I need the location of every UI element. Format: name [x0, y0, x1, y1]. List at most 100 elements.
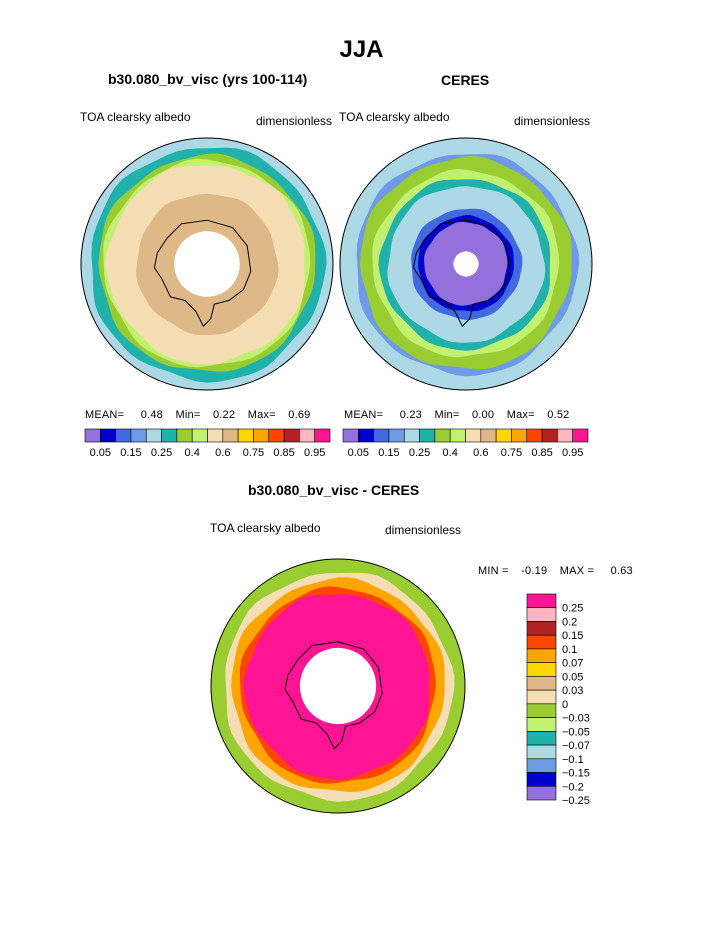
- obs-units-label: dimensionless: [514, 114, 591, 128]
- colorbar-swatch: [526, 648, 557, 663]
- diff-max-label: MAX =: [559, 565, 595, 577]
- colorbar-swatch: [480, 428, 497, 443]
- map-border: [339, 137, 593, 391]
- colorbar-swatch: [388, 428, 405, 443]
- diff-colorbar: 0.250.2 0.15 0.1 0.070.05 0.03 0 −0.03−0.05 −0.…: [526, 593, 590, 807]
- colorbar-swatch: [526, 634, 557, 650]
- colorbar-tick-label: 0.95: [304, 447, 325, 459]
- colorbar-tick-label: 0.05: [90, 447, 111, 459]
- obs-colorbar: 0.05 0.15 0.25 0.4 0.6 0.75 0.85 0.95: [342, 428, 589, 459]
- obs-min-label: Min=: [434, 409, 460, 421]
- obs-max-label: Max=: [506, 409, 535, 421]
- obs-field-label: TOA clearsky albedo: [339, 110, 450, 124]
- colorbar-tick-label: 0.05: [348, 447, 369, 459]
- colorbar-tick-label: 0.85: [531, 447, 552, 459]
- colorbar-tick-label: 0.15: [378, 447, 399, 459]
- colorbar-swatch: [511, 428, 528, 443]
- colorbar-swatch: [526, 607, 557, 622]
- colorbar-swatch: [526, 758, 557, 773]
- model-max-value: 0.69: [288, 409, 311, 421]
- colorbar-swatch: [130, 428, 147, 443]
- colorbar-swatch: [373, 428, 390, 443]
- colorbar-swatch: [449, 428, 466, 443]
- obs-min-value: 0.00: [471, 409, 495, 421]
- colorbar-swatch: [526, 593, 557, 609]
- model-units-label: dimensionless: [256, 114, 333, 128]
- diff-stats: MIN = -0.19 MAX = 0.63: [478, 565, 633, 577]
- colorbar-swatch: [253, 428, 270, 443]
- diff-min-label: MIN =: [478, 565, 509, 577]
- colorbar-swatch: [176, 428, 193, 443]
- map-band-6: [174, 231, 240, 297]
- colorbar-swatch: [403, 428, 420, 443]
- colorbar-tick-label: −0.15: [562, 768, 590, 780]
- colorbar-swatch: [222, 428, 239, 443]
- colorbar-swatch: [526, 428, 543, 443]
- diff-max-value: 0.63: [610, 565, 633, 577]
- colorbar-tick-label: 0.25: [151, 447, 172, 459]
- colorbar-tick-label: 0.07: [562, 658, 583, 670]
- colorbar-swatch: [526, 676, 557, 691]
- colorbar-swatch: [283, 428, 300, 443]
- model-panel-title: b30.080_bv_visc (yrs 100-114): [108, 71, 308, 87]
- model-field-label: TOA clearsky albedo: [80, 110, 191, 124]
- colorbar-swatch: [557, 428, 573, 443]
- colorbar-swatch: [526, 731, 557, 746]
- colorbar-tick-label: 0.25: [409, 447, 430, 459]
- colorbar-swatch: [465, 428, 482, 443]
- obs-stats: MEAN= 0.23 Min= 0.00 Max= 0.52: [344, 409, 570, 421]
- diff-panel-title: b30.080_bv_visc - CERES: [248, 482, 420, 498]
- colorbar-tick-label: 0.05: [562, 671, 583, 683]
- colorbar-swatch: [115, 428, 132, 443]
- diff-field-label: TOA clearsky albedo: [210, 521, 321, 535]
- colorbar-tick-label: 0.4: [185, 447, 200, 459]
- model-mean-value: 0.48: [140, 409, 163, 421]
- colorbar-tick-label: −0.03: [562, 713, 590, 725]
- colorbar-swatch: [541, 428, 558, 443]
- obs-mean-value: 0.23: [399, 409, 422, 421]
- colorbar-swatch: [145, 428, 162, 443]
- colorbar-swatch: [268, 428, 285, 443]
- colorbar-tick-label: 0.03: [562, 685, 583, 697]
- colorbar-swatch: [526, 662, 557, 677]
- colorbar-swatch: [191, 428, 208, 443]
- obs-mean-label: MEAN=: [344, 409, 384, 421]
- colorbar-swatch: [572, 428, 589, 443]
- colorbar-tick-label: −0.1: [562, 754, 584, 766]
- page-title: JJA: [339, 36, 384, 63]
- model-min-label: Min=: [175, 409, 201, 421]
- colorbar-tick-label: 0.15: [562, 630, 583, 642]
- colorbar-swatch: [314, 428, 331, 443]
- colorbar-tick-label: 0.75: [501, 447, 522, 459]
- model-min-value: 0.22: [212, 409, 236, 421]
- model-max-label: Max=: [247, 409, 276, 421]
- colorbar-tick-label: −0.07: [562, 740, 590, 752]
- colorbar-tick-label: 0.1: [562, 644, 577, 656]
- obs-polar-map: [339, 137, 593, 391]
- colorbar-swatch: [358, 428, 374, 443]
- colorbar-swatch: [207, 428, 224, 443]
- colorbar-swatch: [342, 428, 359, 443]
- obs-max-value: 0.52: [547, 409, 570, 421]
- colorbar-swatch: [419, 428, 436, 443]
- colorbar-swatch: [526, 785, 557, 801]
- colorbar-swatch: [526, 703, 557, 718]
- model-polar-map: [80, 137, 334, 391]
- diff-polar-map: [210, 558, 466, 814]
- diff-units-label: dimensionless: [385, 523, 462, 537]
- map-band-9: [453, 251, 479, 277]
- colorbar-swatch: [526, 744, 557, 760]
- colorbar-swatch: [495, 428, 512, 443]
- colorbar-swatch: [237, 428, 254, 443]
- coastline: [412, 219, 511, 327]
- colorbar-tick-label: 0.15: [120, 447, 141, 459]
- colorbar-tick-label: 0.6: [473, 447, 488, 459]
- colorbar-swatch: [526, 717, 557, 732]
- colorbar-tick-label: 0.95: [562, 447, 583, 459]
- colorbar-tick-label: −0.2: [562, 781, 584, 793]
- diff-min-value: -0.19: [521, 565, 548, 577]
- colorbar-swatch: [526, 772, 557, 787]
- coastline: [153, 219, 252, 327]
- colorbar-swatch: [161, 428, 178, 443]
